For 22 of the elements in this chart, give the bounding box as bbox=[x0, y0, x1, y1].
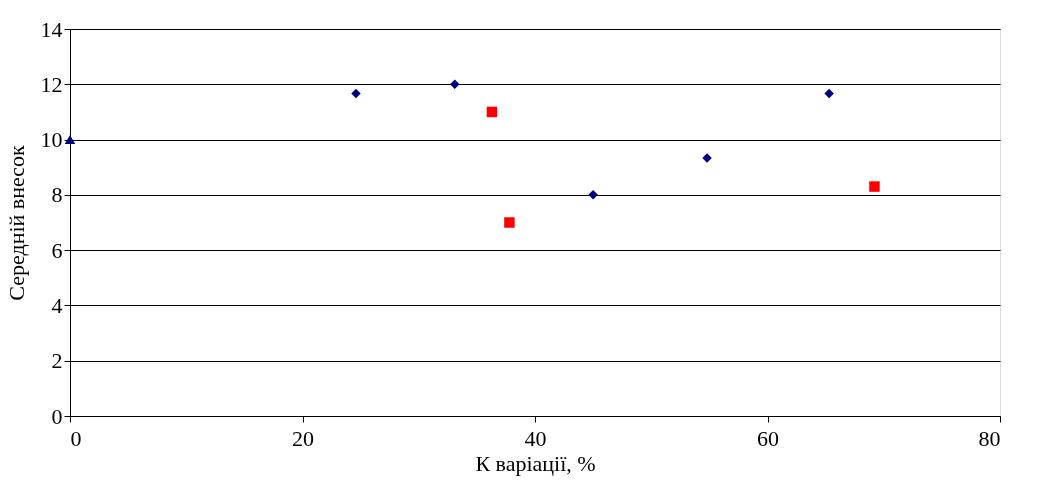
point bbox=[486, 106, 498, 118]
y-tick-label: 10 bbox=[40, 127, 63, 153]
x-axis-title: К варіації, % bbox=[475, 450, 596, 476]
point bbox=[588, 190, 598, 200]
point bbox=[824, 88, 834, 99]
point bbox=[869, 181, 880, 192]
y-tick-label: 4 bbox=[51, 292, 63, 318]
point bbox=[450, 79, 460, 90]
x-tick-label: 40 bbox=[524, 425, 547, 451]
point bbox=[504, 217, 515, 228]
y-tick-label: 14 bbox=[40, 16, 63, 42]
y-tick-label: 8 bbox=[51, 182, 63, 208]
y-axis-title: Середній внесок bbox=[3, 144, 29, 301]
y-tick-label: 12 bbox=[40, 71, 63, 97]
y-tick-label: 6 bbox=[51, 237, 63, 263]
x-tick-label: 20 bbox=[292, 425, 314, 451]
x-tick-label: 60 bbox=[757, 425, 779, 451]
y-tick-label: 2 bbox=[51, 348, 63, 374]
point bbox=[351, 88, 361, 99]
x-tick-label: 80 bbox=[978, 425, 1001, 451]
x-tick-label: 0 bbox=[70, 425, 82, 451]
y-tick-label: 0 bbox=[51, 403, 63, 429]
